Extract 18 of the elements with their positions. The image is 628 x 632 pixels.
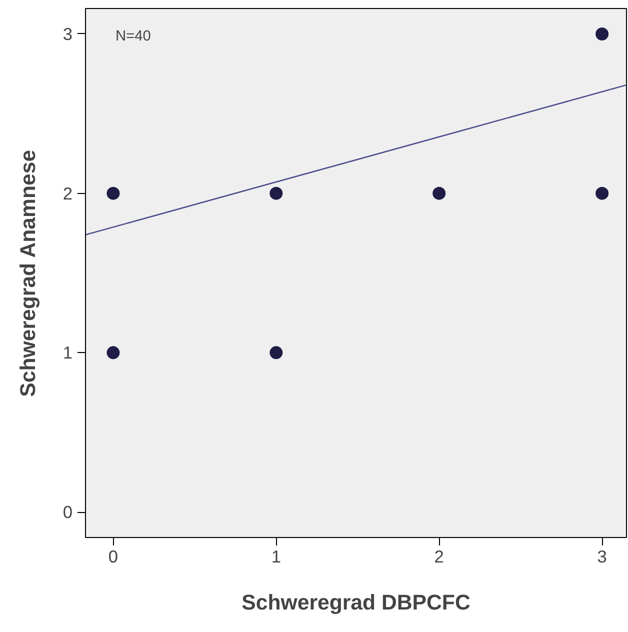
x-tick-label: 3	[597, 546, 607, 566]
x-tick-label: 2	[434, 546, 444, 566]
x-tick-label: 1	[271, 546, 281, 566]
annotation: N=40	[116, 28, 151, 44]
point	[106, 346, 120, 360]
y-axis-title: Schweregrad Anamnese	[16, 150, 40, 397]
x-tick-label: 0	[108, 546, 118, 566]
point	[106, 186, 120, 200]
y-tick-label: 2	[62, 183, 73, 204]
point	[270, 186, 283, 200]
x-axis-title: Schweregrad DBPCFC	[242, 590, 470, 614]
y-tick-label: 3	[62, 24, 73, 44]
y-tick-label: 0	[62, 502, 73, 522]
point	[596, 28, 609, 40]
y-tick-label: 1	[62, 342, 73, 363]
point	[270, 346, 283, 360]
point	[432, 186, 446, 200]
point	[596, 186, 609, 200]
